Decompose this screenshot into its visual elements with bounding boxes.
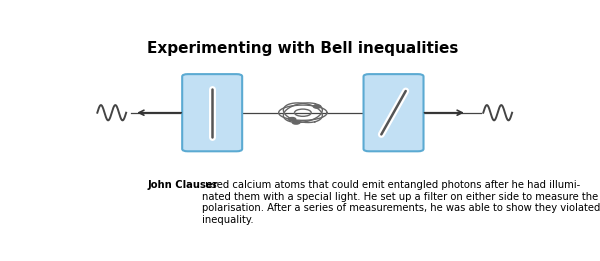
Text: Experimenting with Bell inequalities: Experimenting with Bell inequalities [147,41,458,56]
Circle shape [292,121,300,124]
FancyBboxPatch shape [364,74,424,151]
Text: John Clauser: John Clauser [147,180,218,190]
FancyBboxPatch shape [182,74,242,151]
Circle shape [313,105,321,108]
Text: used calcium atoms that could emit entangled photons after he had illumi-
nated : used calcium atoms that could emit entan… [202,180,600,225]
Circle shape [289,117,296,121]
